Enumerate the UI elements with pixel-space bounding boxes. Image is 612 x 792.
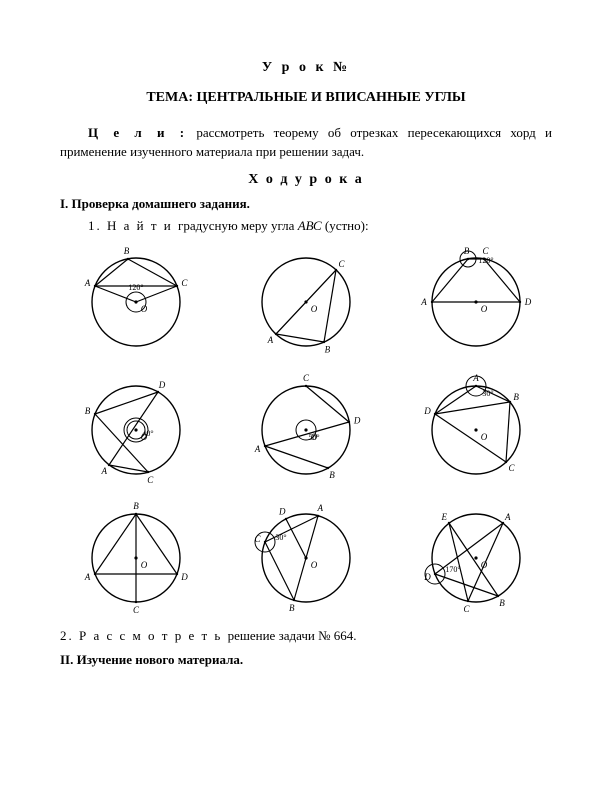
diagram-grid: 120°ABCOABCO120°ABCDO40°ABCDO50°ABCDO30°…: [60, 242, 552, 618]
svg-text:C: C: [181, 278, 188, 288]
section-2: II. Изучение нового материала.: [60, 652, 552, 668]
svg-text:120°: 120°: [478, 256, 493, 265]
svg-text:A: A: [472, 373, 479, 383]
task-2-rest: решение задачи № 664.: [228, 628, 357, 643]
svg-text:C: C: [133, 605, 140, 615]
svg-text:C: C: [463, 604, 470, 614]
svg-text:170°: 170°: [445, 565, 460, 574]
svg-text:D: D: [278, 506, 286, 516]
task-2-lead: 2. Р а с с м о т р е т ь: [60, 628, 228, 643]
svg-text:O: O: [311, 560, 318, 570]
svg-text:C: C: [509, 463, 516, 473]
lesson-number: У р о к №: [60, 60, 552, 76]
svg-text:B: B: [325, 344, 331, 354]
svg-text:O: O: [481, 432, 488, 442]
svg-text:C: C: [147, 475, 154, 485]
svg-text:30°: 30°: [482, 389, 493, 398]
circle-diagram-5: 50°ABCDO: [236, 370, 376, 490]
circle-diagram-1: 120° A B C O: [66, 242, 206, 362]
svg-text:A: A: [420, 297, 427, 307]
svg-text:B: B: [329, 470, 335, 480]
svg-text:A: A: [84, 572, 91, 582]
svg-text:D: D: [353, 415, 361, 425]
task-1: 1. Н а й т и градусную меру угла АВС (ус…: [88, 218, 552, 234]
svg-text:O: O: [141, 432, 148, 442]
circle-diagram-2: A B C O: [236, 242, 376, 362]
svg-text:O: O: [141, 560, 148, 570]
task-1-tail: (устно):: [322, 218, 369, 233]
svg-text:B: B: [499, 598, 505, 608]
course-heading: Х о д у р о к а: [60, 172, 552, 188]
circle-diagram-6: 30°A B C D O: [406, 370, 546, 490]
svg-text:O: O: [481, 304, 488, 314]
svg-text:A: A: [84, 278, 91, 288]
circle-diagram-4: 40°ABCDO: [66, 370, 206, 490]
svg-text:A: A: [100, 466, 107, 476]
svg-text:D: D: [423, 406, 431, 416]
svg-text:D: D: [423, 572, 431, 582]
svg-text:O: O: [311, 304, 318, 314]
svg-text:B: B: [464, 246, 470, 256]
svg-text:O: O: [481, 560, 488, 570]
svg-text:C: C: [483, 246, 490, 256]
goals: Ц е л и : рассмотреть теорему об отрезка…: [60, 124, 552, 162]
svg-text:B: B: [85, 406, 91, 416]
svg-text:B: B: [133, 501, 139, 511]
circle-diagram-9: 170° A B C D E O: [406, 498, 546, 618]
svg-text:D: D: [158, 380, 166, 390]
svg-text:O: O: [141, 304, 148, 314]
svg-text:O: O: [311, 432, 318, 442]
section-1: I. Проверка домашнего задания.: [60, 196, 552, 212]
task-1-rest: градусную меру угла: [178, 218, 298, 233]
svg-text:C: C: [339, 259, 346, 269]
theme-title: ТЕМА: ЦЕНТРАЛЬНЫЕ И ВПИСАННЫЕ УГЛЫ: [60, 90, 552, 106]
task-1-lead: 1. Н а й т и: [88, 218, 178, 233]
svg-text:D: D: [524, 297, 532, 307]
task-1-abc: АВС: [298, 218, 322, 233]
circle-diagram-7: A B C D O: [66, 498, 206, 618]
svg-text:E: E: [440, 512, 447, 522]
svg-text:C: C: [255, 534, 262, 544]
svg-text:C: C: [303, 373, 310, 383]
circle-diagram-3: 120° A B C D O: [406, 242, 546, 362]
svg-text:D: D: [180, 572, 188, 582]
goals-label: Ц е л и :: [88, 125, 187, 140]
svg-text:B: B: [289, 603, 295, 613]
svg-text:B: B: [513, 392, 519, 402]
svg-text:A: A: [317, 503, 324, 513]
svg-text:30°: 30°: [275, 533, 286, 542]
svg-text:120°: 120°: [128, 283, 143, 292]
task-2: 2. Р а с с м о т р е т ь решение задачи …: [60, 628, 552, 644]
svg-text:A: A: [254, 444, 261, 454]
svg-text:A: A: [267, 335, 274, 345]
svg-text:B: B: [124, 246, 130, 256]
circle-diagram-8: 30° A B C D O: [236, 498, 376, 618]
svg-text:A: A: [504, 512, 511, 522]
